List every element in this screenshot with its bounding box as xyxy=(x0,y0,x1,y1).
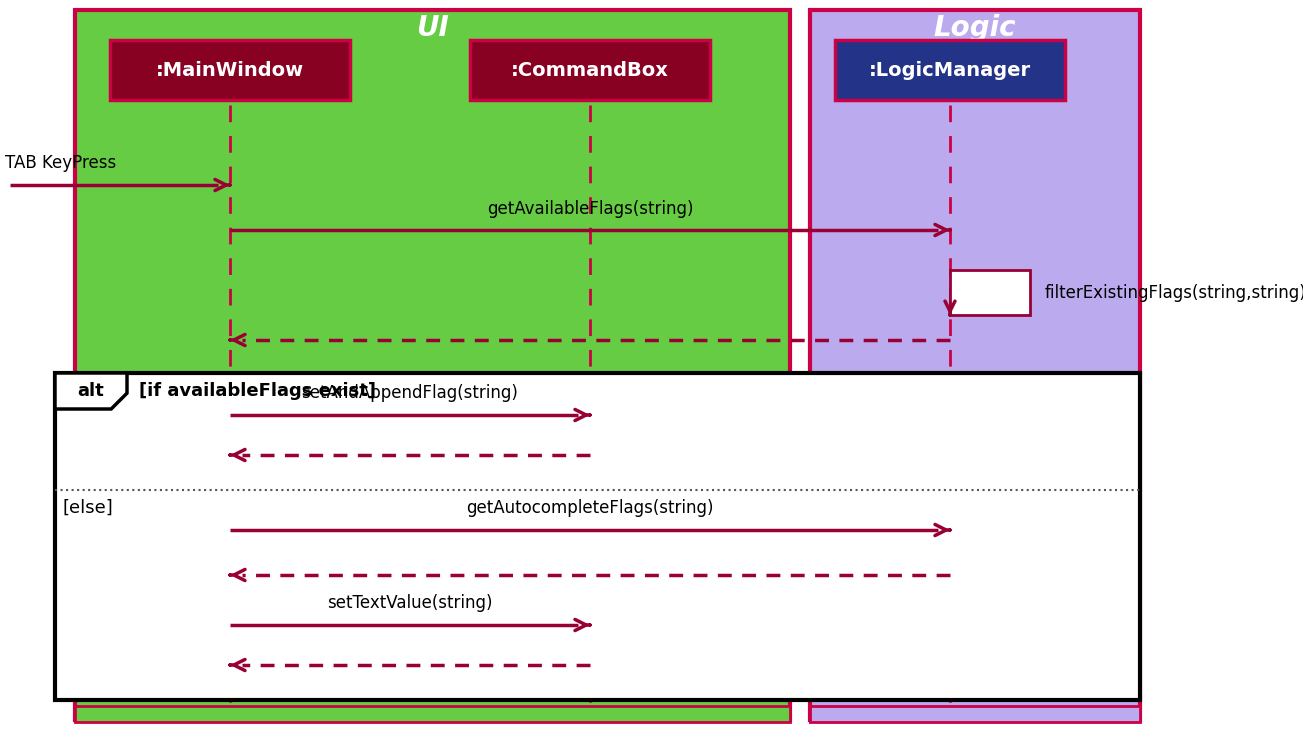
Text: TAB KeyPress: TAB KeyPress xyxy=(5,154,116,172)
Text: setTextValue(string): setTextValue(string) xyxy=(327,594,493,612)
Text: :CommandBox: :CommandBox xyxy=(511,60,668,80)
Text: Logic: Logic xyxy=(934,14,1016,42)
Text: [else]: [else] xyxy=(63,499,113,517)
Bar xyxy=(810,10,1140,720)
Bar xyxy=(810,706,1140,722)
Bar xyxy=(470,40,710,100)
Text: :MainWindow: :MainWindow xyxy=(156,60,304,80)
Text: [if availableFlags exist]: [if availableFlags exist] xyxy=(139,382,377,400)
Polygon shape xyxy=(55,373,126,409)
Text: setAndAppendFlag(string): setAndAppendFlag(string) xyxy=(301,384,519,402)
Bar xyxy=(76,10,790,720)
Text: getAutocompleteFlags(string): getAutocompleteFlags(string) xyxy=(466,499,714,517)
Bar xyxy=(109,40,351,100)
Bar xyxy=(55,373,1140,700)
Text: alt: alt xyxy=(78,382,104,400)
Bar xyxy=(835,40,1065,100)
Text: getAvailableFlags(string): getAvailableFlags(string) xyxy=(487,200,693,218)
Text: :LogicManager: :LogicManager xyxy=(869,60,1031,80)
Bar xyxy=(76,706,790,722)
Text: UI: UI xyxy=(416,14,450,42)
Bar xyxy=(950,270,1029,315)
Text: filterExistingFlags(string,string): filterExistingFlags(string,string) xyxy=(1045,284,1303,302)
